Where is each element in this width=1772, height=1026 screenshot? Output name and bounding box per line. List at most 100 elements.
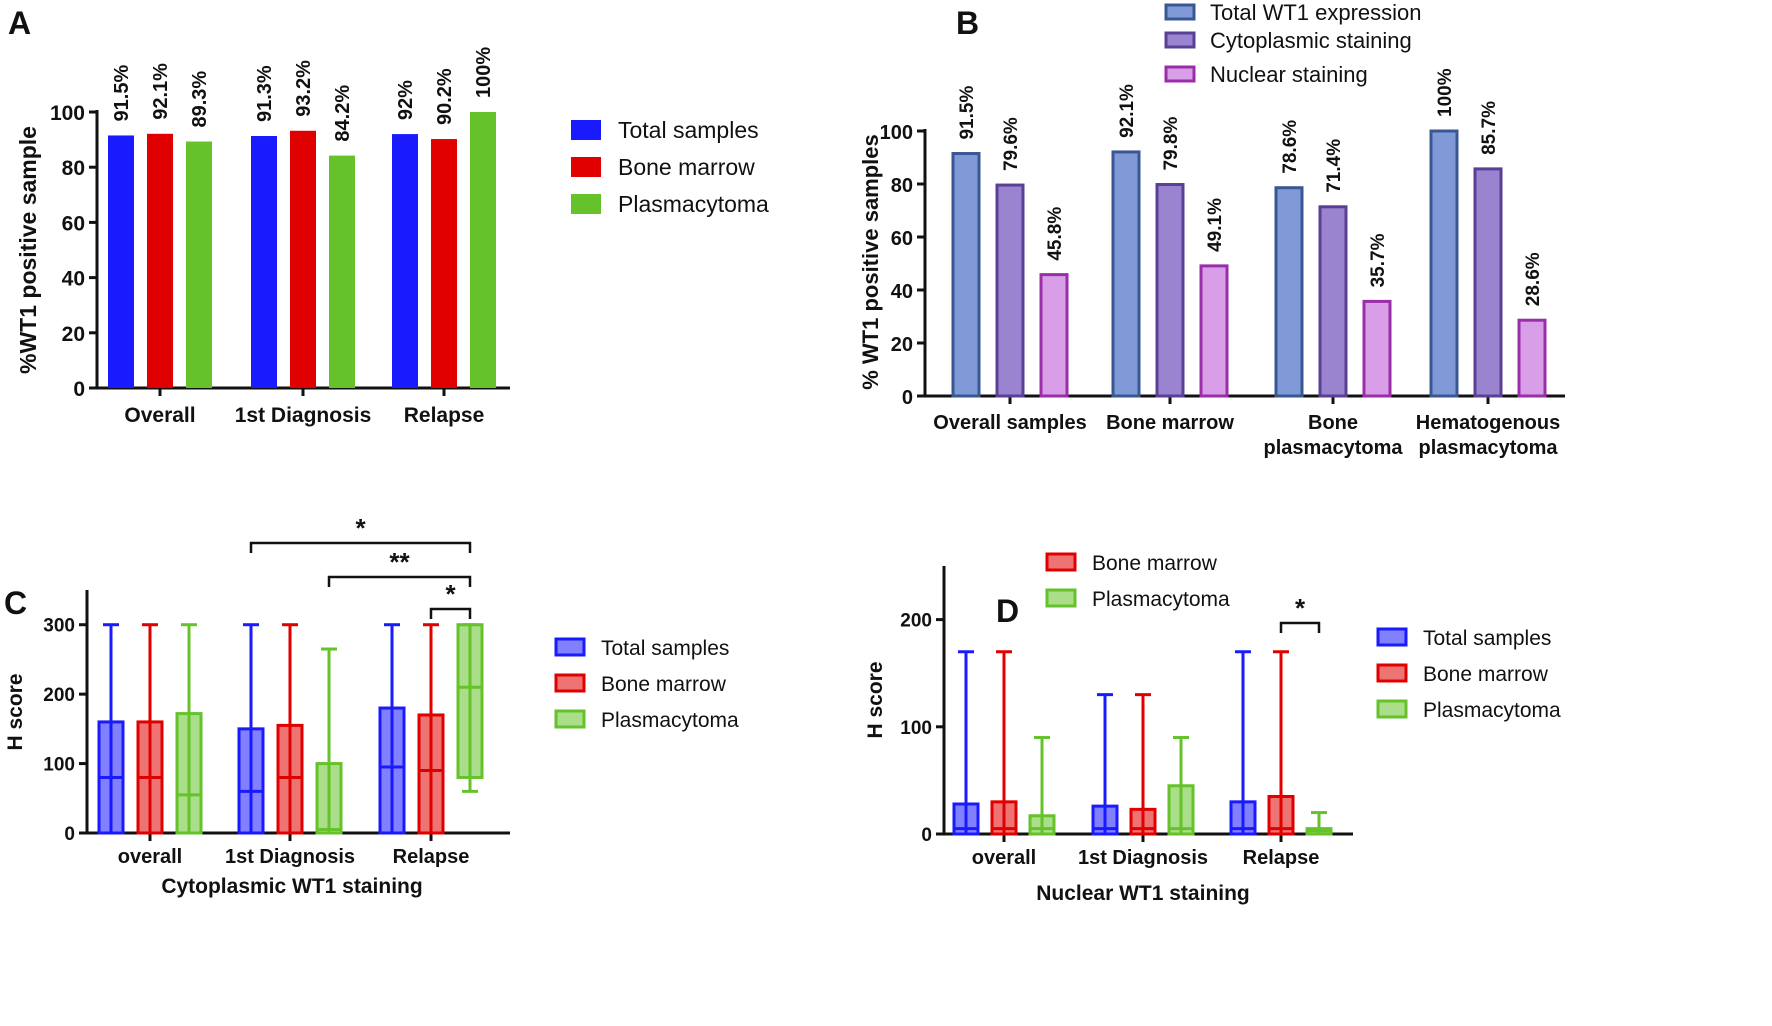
bar-cytoplasmic-staining — [1155, 183, 1185, 398]
box — [175, 712, 203, 835]
panel-b: 0 20 40 60 80 100% WT1 positive samples Overal… — [858, 0, 1565, 459]
legend-swatch — [571, 157, 601, 177]
x-tick-label: plasmacytoma — [1419, 437, 1559, 459]
y-tick-label: 60 — [62, 212, 85, 235]
bar-bone-marrow — [290, 130, 316, 388]
x-tick-label: Bone — [1308, 412, 1358, 434]
panel-letter-c: C — [4, 585, 27, 621]
legend-label: Total samples — [618, 117, 759, 143]
data-label: 91.3% — [254, 65, 276, 122]
legend-swatch — [1376, 699, 1408, 719]
y-tick-label: 20 — [62, 323, 85, 346]
legend-swatch — [1164, 31, 1196, 49]
legend-swatch — [1376, 663, 1408, 683]
legend-swatch — [554, 673, 586, 693]
bar-bone-marrow — [147, 133, 173, 388]
y-tick-label: 40 — [891, 281, 913, 303]
legend-swatch — [554, 637, 586, 657]
data-label: 92.1% — [150, 63, 172, 120]
legend-label: Bone marrow — [1423, 663, 1549, 686]
data-label: 84.2% — [332, 85, 354, 142]
box — [417, 713, 445, 835]
bar-total-samples — [251, 136, 277, 388]
data-label: 49.1% — [1205, 198, 1226, 252]
legend-swatch — [571, 194, 601, 214]
bar-total-wt1-expression — [1111, 150, 1141, 398]
legend-label: Plasmacytoma — [618, 191, 769, 217]
legend-label: Cytoplasmic staining — [1210, 28, 1412, 53]
panel-letter-d: D — [996, 593, 1019, 629]
y-tick-label: 0 — [921, 825, 932, 846]
data-label: 35.7% — [1368, 233, 1389, 287]
panel-c: 0 100 200 300 H score Cytoplasmic WT1 stainin… — [4, 513, 739, 898]
box — [237, 727, 265, 835]
y-tick-label: 0 — [64, 824, 75, 845]
panel-letter-a: A — [8, 5, 31, 41]
data-label: 91.5% — [111, 65, 133, 122]
data-label: 92% — [395, 80, 417, 120]
box — [456, 623, 484, 779]
bar-cytoplasmic-staining — [1318, 205, 1348, 398]
legend-swatch — [1045, 588, 1077, 608]
box — [1167, 784, 1195, 836]
y-tick-label: 200 — [900, 611, 932, 632]
panel-letter-b: B — [956, 5, 979, 41]
x-tick-label: Overall — [124, 404, 195, 427]
legend-swatch — [1164, 3, 1196, 21]
y-axis-label: H score — [4, 673, 27, 750]
legend-swatch — [554, 709, 586, 729]
x-tick-label: 1st Diagnosis — [235, 404, 372, 427]
box — [276, 723, 304, 835]
x-axis-label: Nuclear WT1 staining — [1036, 882, 1250, 905]
bar-nuclear-staining — [1199, 264, 1229, 398]
box — [1129, 807, 1157, 836]
y-tick-label: 20 — [891, 334, 913, 356]
x-tick-label: Relapse — [393, 846, 470, 868]
bar-total-samples — [392, 134, 418, 388]
box — [1028, 814, 1056, 836]
bar-plasmacytoma — [329, 155, 355, 388]
legend-label: Nuclear staining — [1210, 62, 1368, 87]
x-tick-label: Relapse — [1243, 847, 1320, 869]
data-label: 90.2% — [434, 68, 456, 125]
significance-label: * — [445, 579, 456, 609]
legend-label: Plasmacytoma — [1092, 588, 1230, 611]
x-tick-label: overall — [118, 846, 182, 868]
data-label: 45.8% — [1045, 207, 1066, 261]
significance-label: ** — [389, 547, 410, 577]
legend-label: Total WT1 expression — [1210, 0, 1422, 25]
data-label: 100% — [1435, 68, 1456, 117]
box — [378, 706, 406, 835]
y-tick-label: 100 — [50, 102, 85, 125]
bar-nuclear-staining — [1039, 273, 1069, 398]
y-tick-label: 100 — [880, 122, 913, 144]
y-tick-label: 40 — [62, 268, 85, 291]
significance-bracket — [429, 607, 472, 619]
data-label: 79.8% — [1161, 117, 1182, 171]
data-label: 71.4% — [1324, 139, 1345, 193]
x-tick-label: Overall samples — [933, 412, 1086, 434]
legend-label: Total samples — [601, 637, 729, 660]
y-axis-label: % WT1 positive samples — [858, 134, 883, 390]
data-label: 79.6% — [1001, 117, 1022, 171]
y-tick-label: 80 — [891, 175, 913, 197]
legend-label: Total samples — [1423, 627, 1551, 650]
y-tick-label: 0 — [902, 387, 913, 409]
box — [315, 762, 343, 835]
bar-total-wt1-expression — [1429, 129, 1459, 398]
data-label: 28.6% — [1523, 252, 1544, 306]
significance-label: * — [355, 513, 366, 543]
y-tick-label: 100 — [900, 718, 932, 739]
legend-label: Bone marrow — [1092, 552, 1218, 575]
legend-label: Bone marrow — [618, 154, 755, 180]
significance-bracket — [249, 541, 472, 553]
y-tick-label: 100 — [43, 755, 75, 776]
x-tick-label: 1st Diagnosis — [1078, 847, 1208, 869]
x-tick-label: Bone marrow — [1106, 412, 1234, 434]
y-tick-label: 60 — [891, 228, 913, 250]
y-tick-label: 0 — [73, 378, 85, 401]
bar-cytoplasmic-staining — [995, 183, 1025, 398]
y-axis-label: H score — [864, 661, 887, 738]
y-axis-label: %WT1 positive sample — [15, 126, 41, 374]
